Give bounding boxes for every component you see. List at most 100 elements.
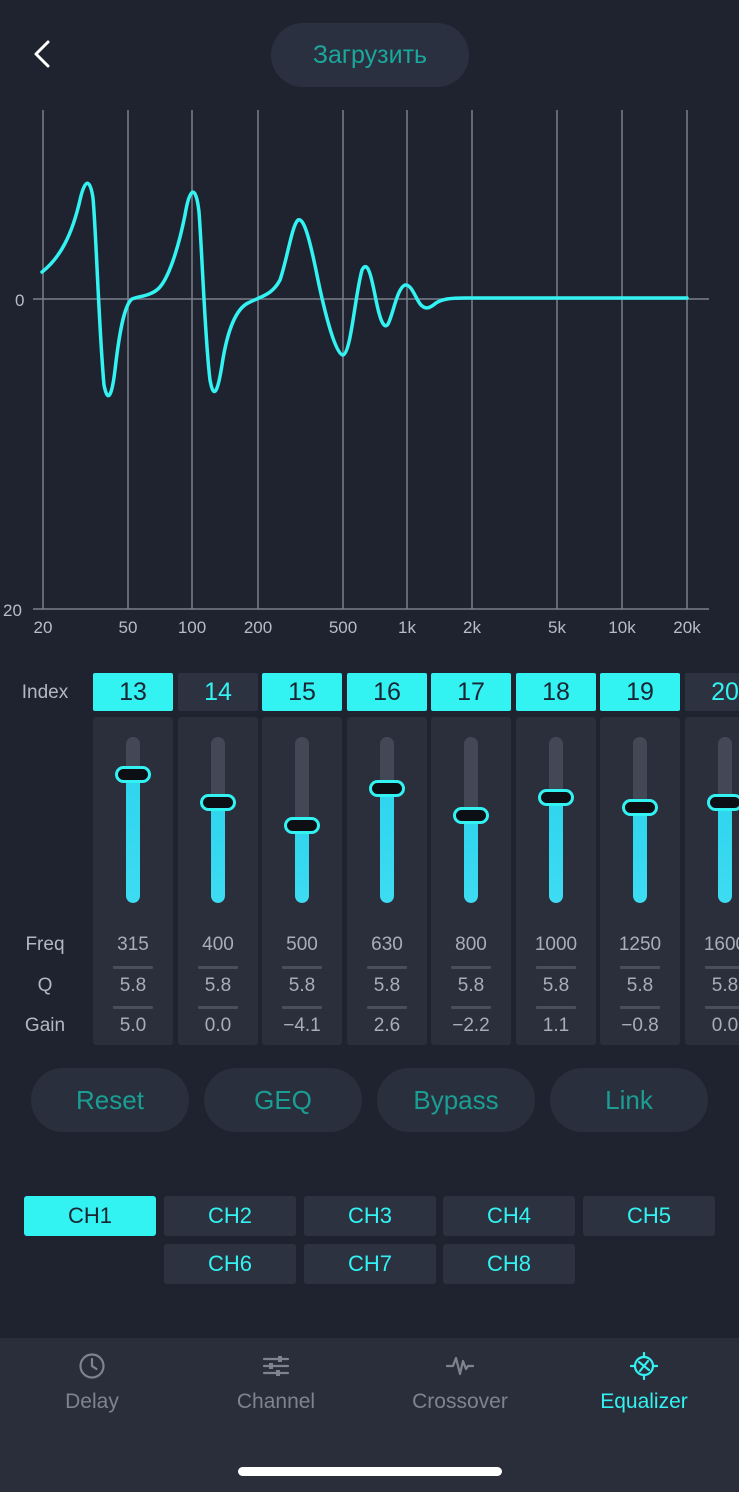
band-q-value[interactable]: 5.8 bbox=[373, 975, 401, 996]
band-freq-value[interactable]: 1600 bbox=[703, 934, 739, 955]
value-divider bbox=[113, 1006, 153, 1009]
channel-button-ch5[interactable]: CH5 bbox=[583, 1196, 715, 1236]
eq-band: 17 800 5.8 −2.2 bbox=[431, 673, 511, 1045]
value-divider bbox=[451, 1006, 491, 1009]
channel-button-ch8[interactable]: CH8 bbox=[443, 1244, 575, 1284]
bottom-tab-bar: Delay Channel Crossover Equalizer bbox=[0, 1338, 739, 1492]
eq-response-curve bbox=[40, 181, 689, 398]
band-freq-value[interactable]: 400 bbox=[202, 934, 234, 955]
gain-slider-track[interactable] bbox=[380, 737, 394, 903]
band-freq-value[interactable]: 1250 bbox=[618, 934, 662, 955]
band-gain-value[interactable]: −2.2 bbox=[452, 1015, 490, 1036]
band-index-toggle[interactable]: 13 bbox=[93, 673, 173, 711]
tab-crossover-label: Crossover bbox=[412, 1390, 508, 1413]
channel-button-ch1[interactable]: CH1 bbox=[24, 1196, 156, 1236]
band-freq-value[interactable]: 500 bbox=[286, 934, 318, 955]
band-q-value[interactable]: 5.8 bbox=[711, 975, 739, 996]
gain-slider-fill bbox=[380, 788, 394, 903]
band-gain-value[interactable]: 1.1 bbox=[542, 1015, 570, 1036]
x-label-200: 200 bbox=[244, 618, 272, 637]
gain-slider-track[interactable] bbox=[718, 737, 732, 903]
link-button[interactable]: Link bbox=[550, 1068, 708, 1132]
gain-slider-fill bbox=[126, 774, 140, 903]
channel-button-ch4[interactable]: CH4 bbox=[443, 1196, 575, 1236]
band-panel: 800 5.8 −2.2 bbox=[431, 717, 511, 1045]
gain-slider-thumb[interactable] bbox=[284, 817, 320, 834]
band-panel: 1250 5.8 −0.8 bbox=[600, 717, 680, 1045]
band-gain-value[interactable]: −0.8 bbox=[621, 1015, 659, 1036]
band-gain-value[interactable]: 0.0 bbox=[711, 1015, 739, 1036]
value-divider bbox=[451, 966, 491, 969]
back-button[interactable] bbox=[26, 34, 62, 74]
gain-slider-track[interactable] bbox=[211, 737, 225, 903]
band-q-value[interactable]: 5.8 bbox=[542, 975, 570, 996]
band-gain-value[interactable]: 2.6 bbox=[373, 1015, 401, 1036]
tab-equalizer[interactable]: Equalizer bbox=[552, 1338, 736, 1438]
band-index-toggle[interactable]: 20 bbox=[685, 673, 739, 711]
channel-button-ch6[interactable]: CH6 bbox=[164, 1244, 296, 1284]
band-q-value[interactable]: 5.8 bbox=[119, 975, 147, 996]
band-q-value[interactable]: 5.8 bbox=[204, 975, 232, 996]
value-divider bbox=[536, 966, 576, 969]
value-divider bbox=[705, 1006, 739, 1009]
tab-crossover[interactable]: Crossover bbox=[368, 1338, 552, 1438]
gain-slider-track[interactable] bbox=[633, 737, 647, 903]
band-gain-value[interactable]: 5.0 bbox=[119, 1015, 147, 1036]
band-panel: 1600 5.8 0.0 bbox=[685, 717, 739, 1045]
gain-slider-fill bbox=[464, 815, 478, 903]
band-freq-value[interactable]: 630 bbox=[371, 934, 403, 955]
band-gain-value[interactable]: 0.0 bbox=[204, 1015, 232, 1036]
band-index-toggle[interactable]: 19 bbox=[600, 673, 680, 711]
tab-equalizer-label: Equalizer bbox=[600, 1390, 688, 1413]
tab-delay-label: Delay bbox=[65, 1390, 119, 1413]
freq-row-label: Freq bbox=[25, 934, 65, 955]
x-label-1k: 1k bbox=[398, 618, 416, 637]
gain-slider-track[interactable] bbox=[126, 737, 140, 903]
gain-slider-thumb[interactable] bbox=[707, 794, 739, 811]
band-freq-value[interactable]: 800 bbox=[455, 934, 487, 955]
reset-button[interactable]: Reset bbox=[31, 1068, 189, 1132]
band-index-toggle[interactable]: 16 bbox=[347, 673, 427, 711]
x-label-2k: 2k bbox=[463, 618, 481, 637]
band-q-value[interactable]: 5.8 bbox=[288, 975, 316, 996]
gain-slider-fill bbox=[549, 797, 563, 903]
bypass-button[interactable]: Bypass bbox=[377, 1068, 535, 1132]
x-label-100: 100 bbox=[178, 618, 206, 637]
band-index-toggle[interactable]: 14 bbox=[178, 673, 258, 711]
gain-slider-thumb[interactable] bbox=[369, 780, 405, 797]
x-label-50: 50 bbox=[119, 618, 138, 637]
equalizer-icon bbox=[630, 1352, 658, 1380]
value-divider bbox=[198, 966, 238, 969]
tab-delay[interactable]: Delay bbox=[0, 1338, 184, 1438]
gain-slider-fill bbox=[295, 825, 309, 903]
band-index-toggle[interactable]: 17 bbox=[431, 673, 511, 711]
load-preset-button[interactable]: Загрузить bbox=[271, 23, 469, 87]
channel-button-ch7[interactable]: CH7 bbox=[304, 1244, 436, 1284]
gain-slider-thumb[interactable] bbox=[200, 794, 236, 811]
q-row-label: Q bbox=[37, 975, 53, 996]
band-freq-value[interactable]: 1000 bbox=[534, 934, 578, 955]
gain-slider-thumb[interactable] bbox=[115, 766, 151, 783]
x-label-5k: 5k bbox=[548, 618, 566, 637]
band-q-value[interactable]: 5.8 bbox=[626, 975, 654, 996]
gain-slider-thumb[interactable] bbox=[622, 799, 658, 816]
band-gain-value[interactable]: −4.1 bbox=[283, 1015, 321, 1036]
eq-band: 15 500 5.8 −4.1 bbox=[262, 673, 342, 1045]
tab-channel[interactable]: Channel bbox=[184, 1338, 368, 1438]
gain-slider-thumb[interactable] bbox=[453, 807, 489, 824]
gain-slider-thumb[interactable] bbox=[538, 789, 574, 806]
band-q-value[interactable]: 5.8 bbox=[457, 975, 485, 996]
value-divider bbox=[367, 1006, 407, 1009]
band-freq-value[interactable]: 315 bbox=[117, 934, 149, 955]
gain-slider-track[interactable] bbox=[549, 737, 563, 903]
eq-band: 20 1600 5.8 0.0 bbox=[685, 673, 739, 1045]
geq-button[interactable]: GEQ bbox=[204, 1068, 362, 1132]
band-index-toggle[interactable]: 15 bbox=[262, 673, 342, 711]
band-index-toggle[interactable]: 18 bbox=[516, 673, 596, 711]
channel-button-ch3[interactable]: CH3 bbox=[304, 1196, 436, 1236]
value-divider bbox=[367, 966, 407, 969]
channel-button-ch2[interactable]: CH2 bbox=[164, 1196, 296, 1236]
value-divider bbox=[282, 966, 322, 969]
eq-band: 19 1250 5.8 −0.8 bbox=[600, 673, 680, 1045]
clock-icon bbox=[79, 1353, 105, 1379]
